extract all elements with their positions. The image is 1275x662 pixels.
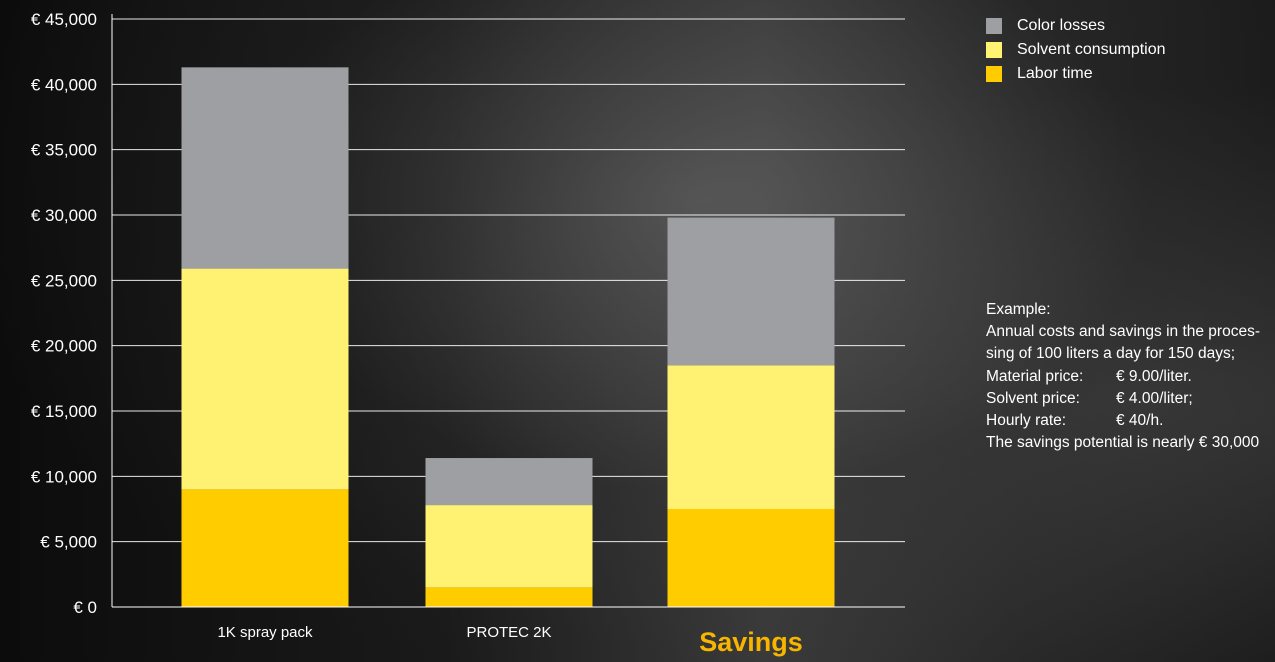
legend-swatch — [986, 42, 1002, 58]
note-key: Material price: — [986, 367, 1084, 385]
y-tick-label: € 45,000 — [31, 10, 97, 29]
legend-item-labor-time: Labor time — [986, 62, 1166, 86]
bar-1k-spray-pack-solvent-consumption — [181, 268, 349, 490]
y-tick-label: € 10,000 — [31, 467, 97, 486]
bar-protec-2k-labor-time — [425, 587, 593, 607]
note-value: € 40/h. — [1116, 412, 1164, 430]
y-axis-tick-labels: € 0 € 5,000 € 10,000 € 15,000 € 20,000 € 25,0… — [31, 10, 97, 617]
note-row-material: Material price: € 9.00/liter. — [986, 366, 1271, 388]
x-axis-category-labels: 1K spray pack PROTEC 2K Savings — [217, 624, 802, 657]
note-row-solvent: Solvent price: € 4.00/liter; — [986, 388, 1271, 410]
legend-swatch — [986, 18, 1002, 34]
bar-1k-spray-pack-color-losses — [181, 67, 349, 269]
note-line-2: sing of 100 liters a day for 150 days; — [986, 345, 1236, 363]
legend-swatch — [986, 66, 1002, 82]
bar-1k-spray-pack-labor-time — [181, 489, 349, 607]
legend-label: Labor time — [1017, 65, 1093, 82]
bar-protec-2k-solvent-consumption — [425, 505, 593, 588]
y-tick-label: € 40,000 — [31, 75, 97, 94]
y-tick-label: € 0 — [73, 598, 97, 617]
y-tick-label: € 20,000 — [31, 337, 97, 356]
bars — [181, 67, 835, 607]
bar-savings-color-losses — [667, 217, 835, 366]
y-tick-label: € 30,000 — [31, 206, 97, 225]
note-key: Solvent price: — [986, 389, 1080, 407]
legend-item-solvent-consumption: Solvent consumption — [986, 38, 1166, 62]
example-note: Example: Annual costs and savings in the… — [986, 299, 1271, 454]
y-tick-label: € 35,000 — [31, 141, 97, 160]
note-row-hourly: Hourly rate: € 40/h. — [986, 410, 1271, 432]
y-tick-label: € 5,000 — [40, 533, 97, 552]
note-value: € 9.00/liter. — [1116, 367, 1192, 385]
bar-savings-labor-time — [667, 509, 835, 607]
x-tick-label: PROTEC 2K — [466, 624, 551, 641]
legend: Color losses Solvent consumption Labor tim… — [986, 14, 1166, 86]
note-key: Hourly rate: — [986, 412, 1067, 430]
note-footer: The savings potential is nearly € 30,000 — [986, 434, 1260, 452]
x-tick-label: 1K spray pack — [217, 624, 313, 641]
y-tick-label: € 25,000 — [31, 271, 97, 290]
note-value: € 4.00/liter; — [1116, 389, 1193, 407]
note-line-1: Annual costs and savings in the proces- — [986, 323, 1260, 341]
bar-protec-2k-color-losses — [425, 458, 593, 506]
legend-item-color-losses: Color losses — [986, 14, 1166, 38]
bar-savings-solvent-consumption — [667, 365, 835, 509]
x-tick-label: Savings — [699, 627, 803, 657]
note-heading: Example: — [986, 301, 1051, 318]
legend-label: Color losses — [1017, 17, 1106, 34]
legend-label: Solvent consumption — [1017, 41, 1166, 58]
y-tick-label: € 15,000 — [31, 402, 97, 421]
